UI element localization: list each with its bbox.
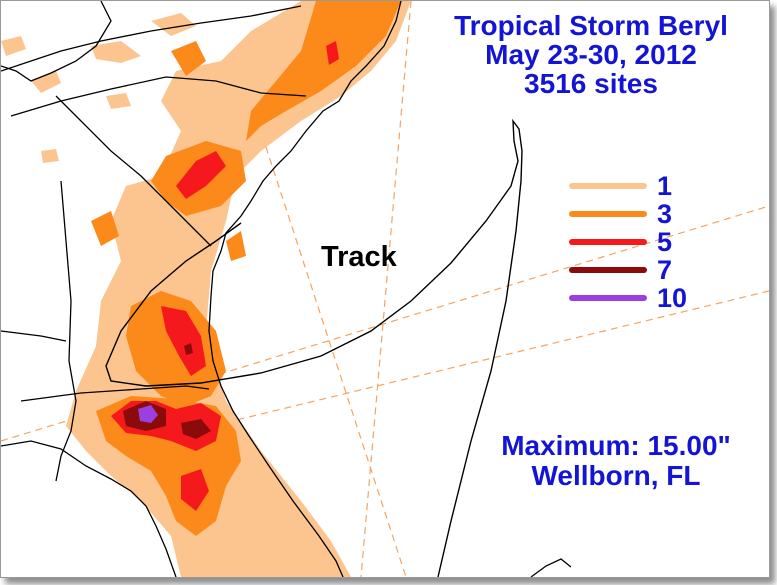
graticule-line [360, 1, 412, 577]
state-border-sc-ga [55, 95, 212, 247]
rainfall-area-5in [326, 41, 339, 65]
legend-swatch [569, 239, 647, 245]
rainfall-area-5in [161, 306, 206, 376]
legend-value: 3 [657, 199, 673, 229]
rainfall-legend: 1 3 5 7 10 [569, 172, 709, 312]
rainfall-area-10in [138, 405, 158, 423]
bahamas-islands [530, 558, 572, 577]
legend-item: 3 [569, 200, 709, 228]
map-site-count: 3516 sites [524, 68, 658, 99]
rainfall-area-1in [31, 71, 61, 93]
coastline-and-borders [1, 1, 572, 577]
rainfall-area-1in [41, 149, 59, 163]
legend-item: 7 [569, 256, 709, 284]
gulf-coastline [1, 440, 177, 577]
rainfall-area-1in [106, 93, 131, 109]
state-border-ga-west [55, 180, 77, 482]
rainfall-area-1in [1, 36, 26, 56]
rainfall-area-7in [184, 343, 193, 355]
graticule-line [190, 290, 769, 432]
rainfall-area-3in [91, 211, 119, 246]
legend-value: 10 [657, 283, 688, 313]
rainfall-area-3in [171, 41, 206, 76]
map-date-range: May 23-30, 2012 [485, 39, 697, 70]
rainfall-area-1in [151, 13, 196, 36]
rainfall-map [1, 1, 769, 577]
rainfall-area-5in [176, 151, 226, 199]
legend-swatch [569, 211, 647, 217]
legend-swatch [569, 183, 647, 189]
legend-value: 7 [657, 255, 673, 285]
rainfall-map-figure: Tropical Storm Beryl May 23-30, 2012 351… [0, 0, 770, 578]
legend-swatch [569, 295, 647, 301]
map-title-block: Tropical Storm Beryl May 23-30, 2012 351… [421, 11, 761, 98]
map-title: Tropical Storm Beryl [454, 10, 728, 41]
appalachian-line [1, 1, 112, 82]
storm-track-line [105, 118, 523, 577]
rainfall-area-1in [91, 41, 141, 63]
legend-item: 5 [569, 228, 709, 256]
rainfall-area-3in [226, 231, 246, 261]
rainfall-area-3in [246, 1, 401, 141]
state-border-al-ga [1, 330, 67, 342]
maximum-rainfall-block: Maximum: 15.00" Wellborn, FL [471, 431, 761, 491]
track-label: Track [321, 241, 397, 273]
rainfall-area-5in [181, 469, 209, 511]
legend-value: 1 [657, 171, 673, 201]
maximum-rainfall-value: Maximum: 15.00" [501, 430, 731, 461]
rainfall-area-7in [181, 419, 211, 439]
rainfall-10-inch [138, 405, 158, 423]
legend-value: 5 [657, 227, 673, 257]
maximum-rainfall-location: Wellborn, FL [531, 460, 701, 491]
state-border-tn [1, 5, 302, 72]
legend-swatch [569, 267, 647, 273]
legend-item: 10 [569, 284, 709, 312]
state-border-ga-fl [20, 385, 210, 402]
legend-item: 1 [569, 172, 709, 200]
